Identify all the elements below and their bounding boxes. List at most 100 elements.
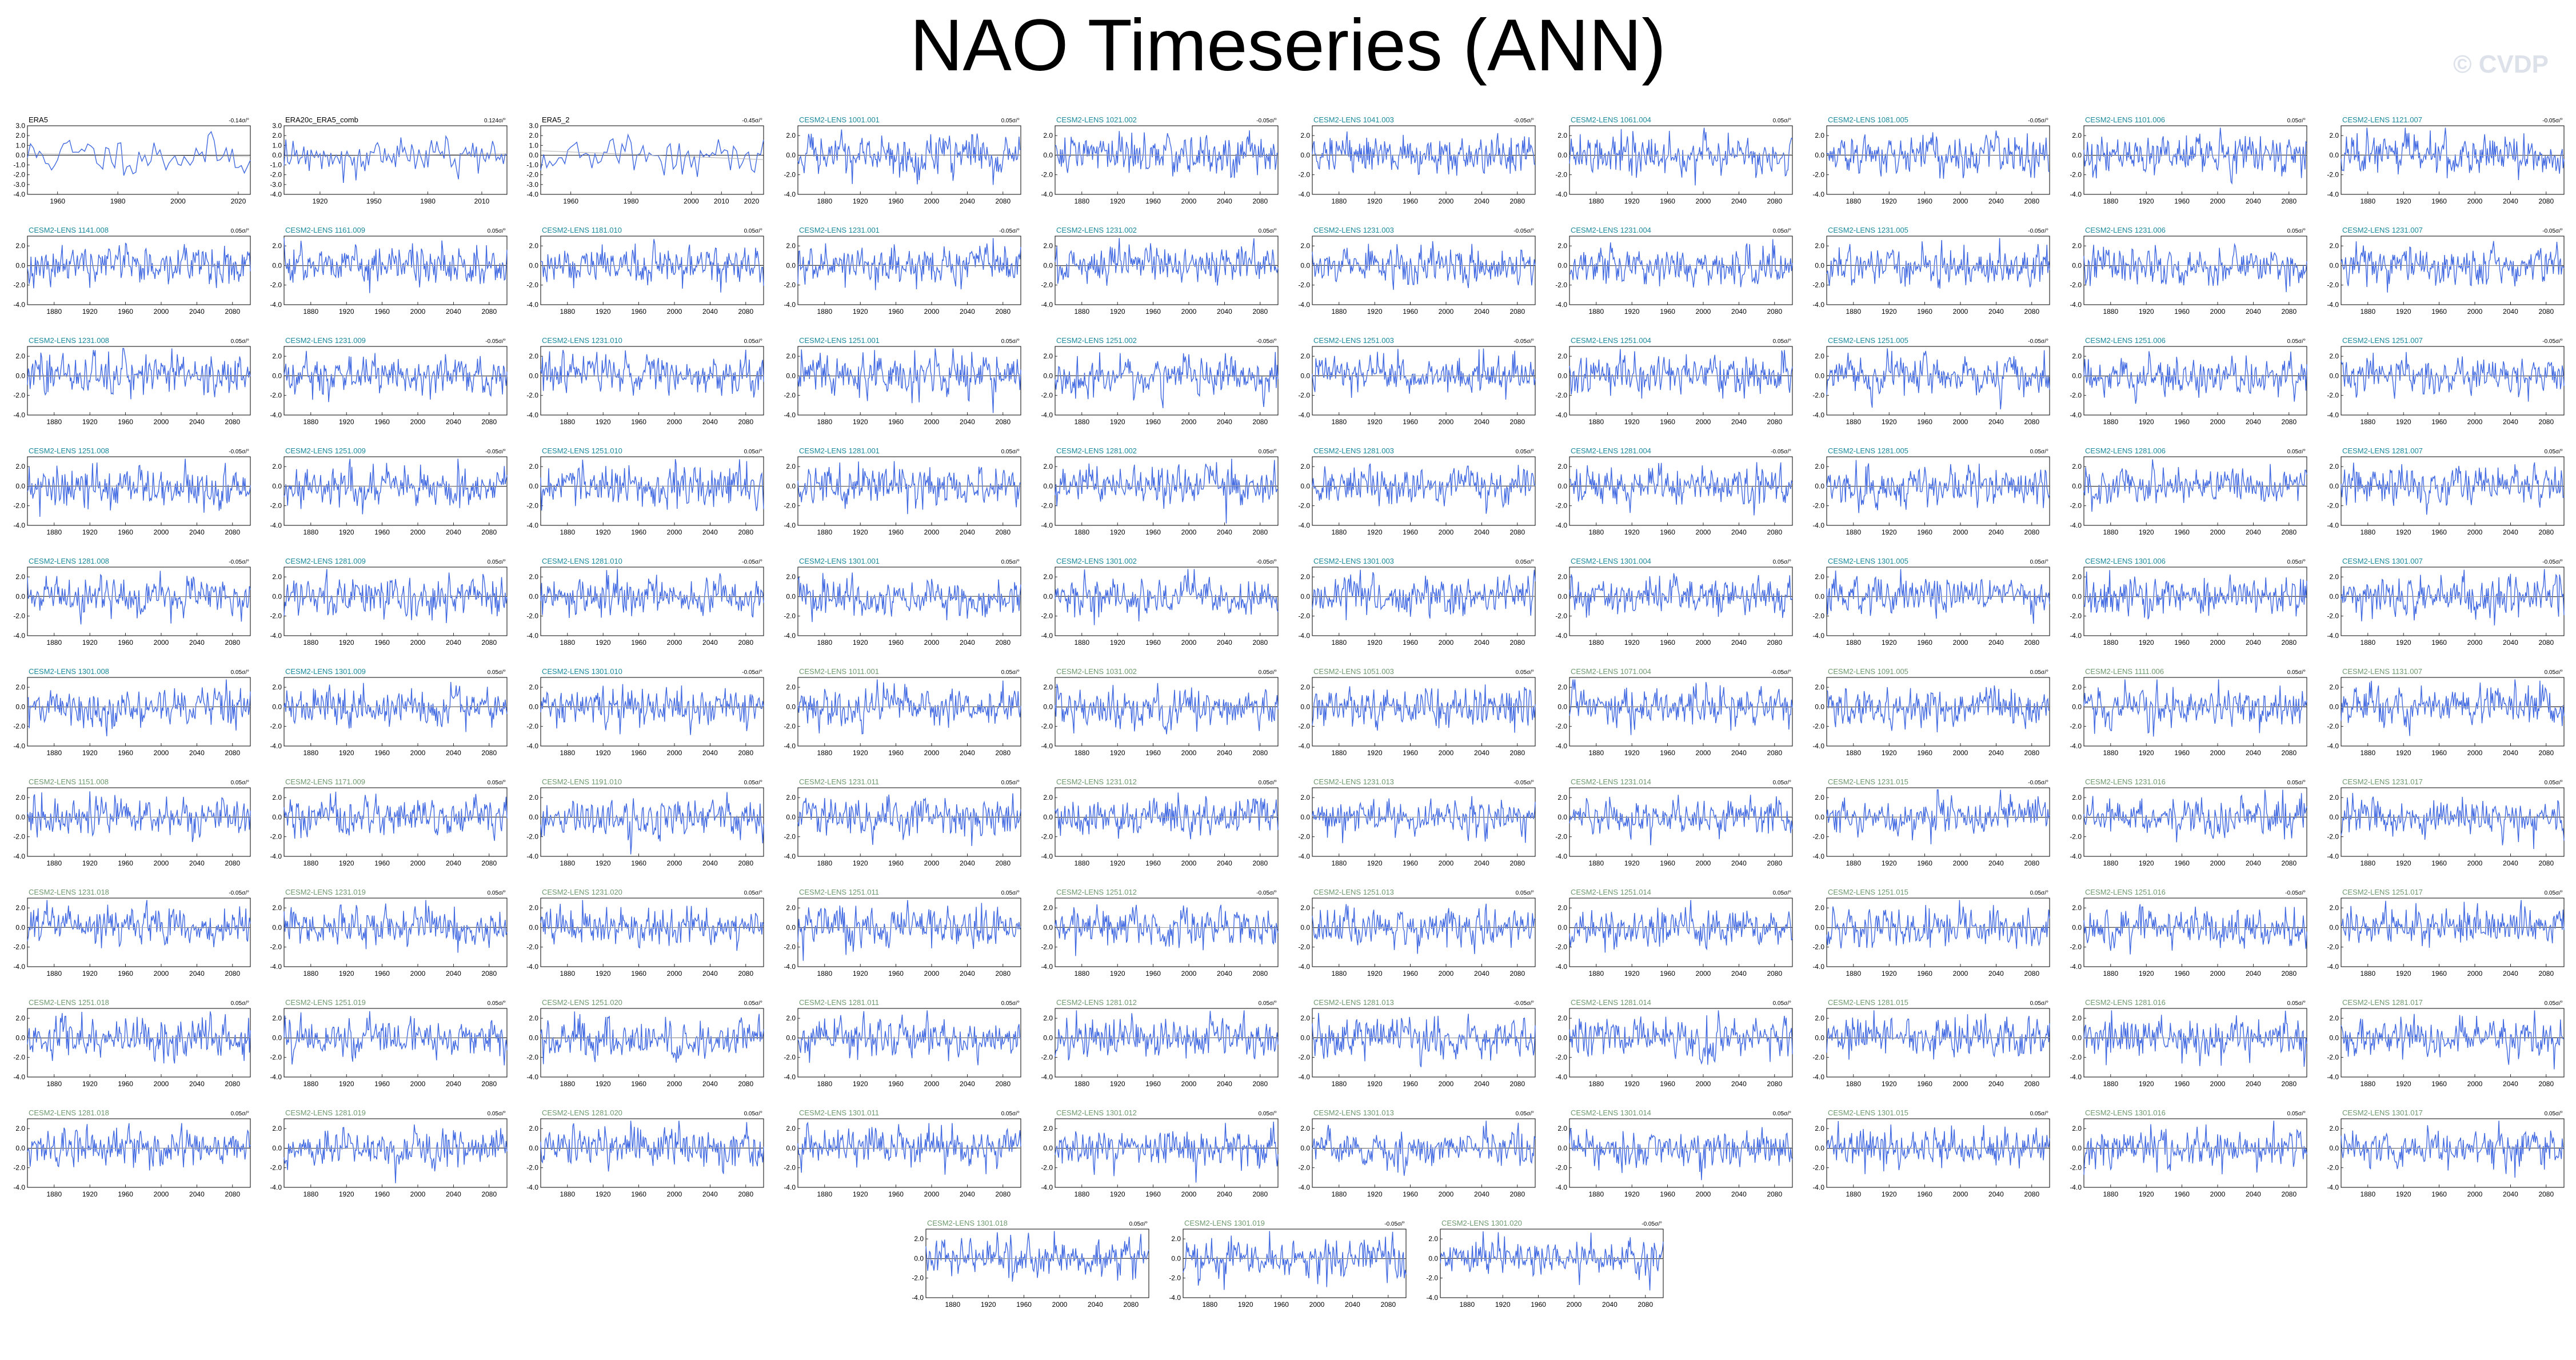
x-tick-label: 2040 bbox=[446, 1080, 461, 1088]
trend-line bbox=[2083, 706, 2307, 708]
y-tick-label: -2.0 bbox=[526, 612, 538, 620]
x-tick-label: 1960 bbox=[1403, 528, 1418, 536]
y-tick-label: -4.0 bbox=[526, 1183, 538, 1191]
x-tick-label: 1880 bbox=[46, 639, 62, 647]
panel-frame bbox=[1312, 236, 1536, 305]
x-tick-label: 1960 bbox=[631, 639, 646, 647]
panel-frame bbox=[2341, 456, 2565, 526]
panel-title: CESM2-LENS 1301.020 bbox=[1441, 1219, 1522, 1227]
panel-cesm2-lens-1281-015: CESM2-LENS 1281.015 0.05σ/°2.00.0-2.0-4.0… bbox=[1812, 998, 2050, 1088]
x-tick-label: 1960 bbox=[631, 308, 646, 316]
x-tick-label: 1920 bbox=[1882, 308, 1897, 316]
x-tick-label: 2000 bbox=[1696, 970, 1711, 978]
x-tick-label: 1880 bbox=[1331, 418, 1347, 426]
y-tick-label: 0.0 bbox=[2329, 1034, 2339, 1042]
x-tick-label: 1920 bbox=[2396, 749, 2411, 757]
x-tick-label: 1880 bbox=[1331, 1080, 1347, 1088]
panel-trend-stat: -0.05σ/° bbox=[485, 338, 506, 345]
panel-title: CESM2-LENS 1161.009 bbox=[285, 226, 365, 234]
x-tick-label: 2040 bbox=[960, 528, 975, 536]
x-tick-label: 2040 bbox=[2503, 639, 2518, 647]
x-tick-label: 1960 bbox=[1145, 749, 1161, 757]
y-tick-label: -4.0 bbox=[13, 1183, 25, 1191]
panel-frame bbox=[797, 567, 1021, 636]
panel-cesm2-lens-1281-002: CESM2-LENS 1281.002 0.05σ/°2.00.0-2.0-4.0… bbox=[1041, 446, 1279, 536]
y-tick-label: -2.0 bbox=[1298, 1054, 1310, 1062]
y-tick-label: -2.0 bbox=[13, 171, 25, 179]
y-tick-label: 2.0 bbox=[2072, 793, 2082, 801]
x-tick-label: 2000 bbox=[1696, 197, 1711, 205]
x-tick-label: 1960 bbox=[374, 1080, 390, 1088]
x-tick-label: 2040 bbox=[2246, 418, 2261, 426]
panel-trend-stat: 0.05σ/° bbox=[2030, 1000, 2048, 1007]
y-tick-label: -4.0 bbox=[1298, 190, 1310, 198]
y-tick-label: 0.0 bbox=[1043, 372, 1053, 380]
trend-line bbox=[27, 153, 251, 157]
x-tick-label: 1960 bbox=[2174, 1190, 2190, 1198]
panel-cesm2-lens-1301-006: CESM2-LENS 1301.006 0.05σ/°2.00.0-2.0-4.0… bbox=[2070, 557, 2307, 647]
x-tick-label: 2080 bbox=[1509, 1190, 1525, 1198]
y-tick-label: 0.0 bbox=[2329, 482, 2339, 490]
y-tick-label: -2.0 bbox=[1812, 833, 1824, 841]
x-tick-label: 1920 bbox=[1624, 197, 1640, 205]
panel-title: CESM2-LENS 1141.008 bbox=[29, 226, 109, 234]
y-tick-label: 2.0 bbox=[529, 904, 538, 912]
y-tick-label: -2.0 bbox=[2327, 392, 2339, 400]
x-tick-label: 2080 bbox=[481, 859, 497, 867]
x-tick-label: 2000 bbox=[1953, 639, 1968, 647]
x-tick-label: 2080 bbox=[2281, 1190, 2297, 1198]
x-tick-label: 1880 bbox=[560, 749, 575, 757]
y-tick-label: -4.0 bbox=[1041, 190, 1053, 198]
x-tick-label: 2040 bbox=[702, 970, 718, 978]
trend-line bbox=[283, 153, 508, 157]
y-tick-label: 0.0 bbox=[1815, 813, 1824, 821]
panel-cesm2-lens-1101-006: CESM2-LENS 1101.006 0.05σ/°2.00.0-2.0-4.0… bbox=[2070, 115, 2307, 205]
y-tick-label: 2.0 bbox=[786, 1014, 796, 1022]
x-tick-label: 1960 bbox=[2174, 970, 2190, 978]
panel-title: CESM2-LENS 1281.011 bbox=[799, 998, 879, 1007]
y-tick-label: 0.0 bbox=[1428, 1254, 1438, 1262]
nao-series-line bbox=[1055, 792, 1279, 840]
x-tick-label: 1880 bbox=[1588, 970, 1604, 978]
panel-title: CESM2-LENS 1301.010 bbox=[542, 667, 622, 676]
x-tick-label: 1880 bbox=[817, 528, 832, 536]
y-tick-label: -4.0 bbox=[784, 1073, 796, 1081]
x-tick-label: 2080 bbox=[2281, 418, 2297, 426]
y-tick-label: 2.0 bbox=[1557, 1014, 1567, 1022]
x-tick-label: 1880 bbox=[2103, 970, 2118, 978]
x-tick-label: 2040 bbox=[1474, 197, 1489, 205]
panel-title: CESM2-LENS 1301.002 bbox=[1056, 557, 1137, 565]
panel-frame bbox=[2341, 1118, 2565, 1188]
panel-cesm2-lens-1281-014: CESM2-LENS 1281.014 0.05σ/°2.00.0-2.0-4.0… bbox=[1555, 998, 1793, 1088]
x-tick-label: 1880 bbox=[1846, 197, 1861, 205]
x-tick-label: 2000 bbox=[154, 418, 169, 426]
y-tick-label: -4.0 bbox=[2070, 301, 2082, 309]
panel-title: CESM2-LENS 1281.007 bbox=[2342, 446, 2423, 455]
panel-trend-stat: -0.05σ/° bbox=[2028, 338, 2048, 345]
y-tick-label: 0.0 bbox=[529, 261, 538, 269]
panel-trend-stat: 0.05σ/° bbox=[2030, 559, 2048, 565]
panel-cesm2-lens-1281-010: CESM2-LENS 1281.010 -0.05σ/°2.00.0-2.0-4.… bbox=[526, 557, 764, 647]
panel-trend-stat: -0.14σ/° bbox=[229, 118, 249, 124]
panel-trend-stat: -0.05σ/° bbox=[2028, 228, 2048, 234]
y-tick-label: -4.0 bbox=[784, 632, 796, 640]
x-tick-label: 2000 bbox=[410, 1190, 426, 1198]
x-tick-label: 2000 bbox=[154, 970, 169, 978]
panel-trend-stat: 0.05σ/° bbox=[488, 669, 506, 676]
x-tick-label: 2040 bbox=[960, 1080, 975, 1088]
x-tick-label: 1960 bbox=[2431, 418, 2447, 426]
y-tick-label: 2.0 bbox=[786, 1124, 796, 1132]
panel-frame bbox=[2083, 346, 2307, 416]
nao-series-line bbox=[1826, 238, 2050, 289]
y-tick-label: 0.0 bbox=[529, 372, 538, 380]
y-tick-label: 2.0 bbox=[786, 242, 796, 250]
panel-frame bbox=[1826, 1118, 2050, 1188]
x-tick-label: 1920 bbox=[82, 859, 98, 867]
y-tick-label: 0.0 bbox=[1815, 592, 1824, 600]
panel-frame bbox=[1826, 1008, 2050, 1078]
x-tick-label: 1880 bbox=[817, 308, 832, 316]
y-tick-label: -4.0 bbox=[1812, 1073, 1824, 1081]
panel-cesm2-lens-1281-020: CESM2-LENS 1281.020 0.05σ/°2.00.0-2.0-4.0… bbox=[526, 1108, 764, 1198]
x-tick-label: 2040 bbox=[1988, 1190, 2004, 1198]
y-tick-label: 0.0 bbox=[2329, 592, 2339, 600]
